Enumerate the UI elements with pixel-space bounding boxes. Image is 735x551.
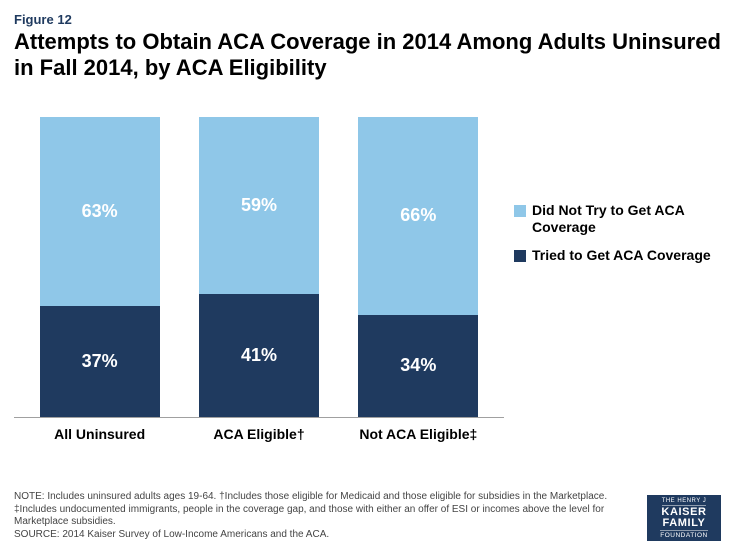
source-text: SOURCE: 2014 Kaiser Survey of Low-Income…	[14, 529, 625, 542]
logo-bottom: FOUNDATION	[660, 530, 708, 539]
figure-number: Figure 12	[14, 12, 721, 27]
category-label: All Uninsured	[30, 426, 170, 442]
bars-row: 63%37% 59%41% 66%34%	[14, 92, 504, 418]
legend-item: Tried to Get ACA Coverage	[514, 247, 714, 264]
kff-logo: THE HENRY J KAISER FAMILY FOUNDATION	[647, 495, 721, 541]
legend-item: Did Not Try to Get ACA Coverage	[514, 202, 714, 236]
footnotes: NOTE: Includes uninsured adults ages 19-…	[14, 491, 625, 541]
segment-tried: 34%	[358, 315, 478, 417]
logo-line1: KAISER	[661, 507, 706, 518]
segment-did-not-try: 66%	[358, 117, 478, 315]
bar-column: 59%41%	[189, 117, 329, 417]
logo-line2: FAMILY	[663, 518, 706, 529]
legend: Did Not Try to Get ACA Coverage Tried to …	[504, 92, 714, 276]
legend-swatch	[514, 205, 526, 217]
segment-tried: 41%	[199, 294, 319, 417]
note-text: NOTE: Includes uninsured adults ages 19-…	[14, 491, 625, 529]
stacked-bar: 63%37%	[40, 117, 160, 417]
bar-column: 66%34%	[348, 117, 488, 417]
legend-label: Tried to Get ACA Coverage	[532, 247, 711, 264]
category-labels-row: All Uninsured ACA Eligible† Not ACA Eligib…	[14, 418, 504, 442]
category-label: Not ACA Eligible‡	[348, 426, 488, 442]
chart-wrap: 63%37% 59%41% 66%34% All Uninsured ACA Elig…	[14, 92, 721, 442]
bar-column: 63%37%	[30, 117, 170, 417]
chart-title: Attempts to Obtain ACA Coverage in 2014 …	[14, 29, 721, 82]
category-label: ACA Eligible†	[189, 426, 329, 442]
stacked-bar: 66%34%	[358, 117, 478, 417]
logo-top: THE HENRY J	[662, 498, 707, 506]
stacked-bar: 59%41%	[199, 117, 319, 417]
legend-label: Did Not Try to Get ACA Coverage	[532, 202, 714, 236]
segment-did-not-try: 63%	[40, 117, 160, 306]
segment-tried: 37%	[40, 306, 160, 417]
chart-area: 63%37% 59%41% 66%34% All Uninsured ACA Elig…	[14, 92, 504, 442]
segment-did-not-try: 59%	[199, 117, 319, 294]
figure-container: Figure 12 Attempts to Obtain ACA Coverag…	[0, 0, 735, 551]
legend-swatch	[514, 250, 526, 262]
